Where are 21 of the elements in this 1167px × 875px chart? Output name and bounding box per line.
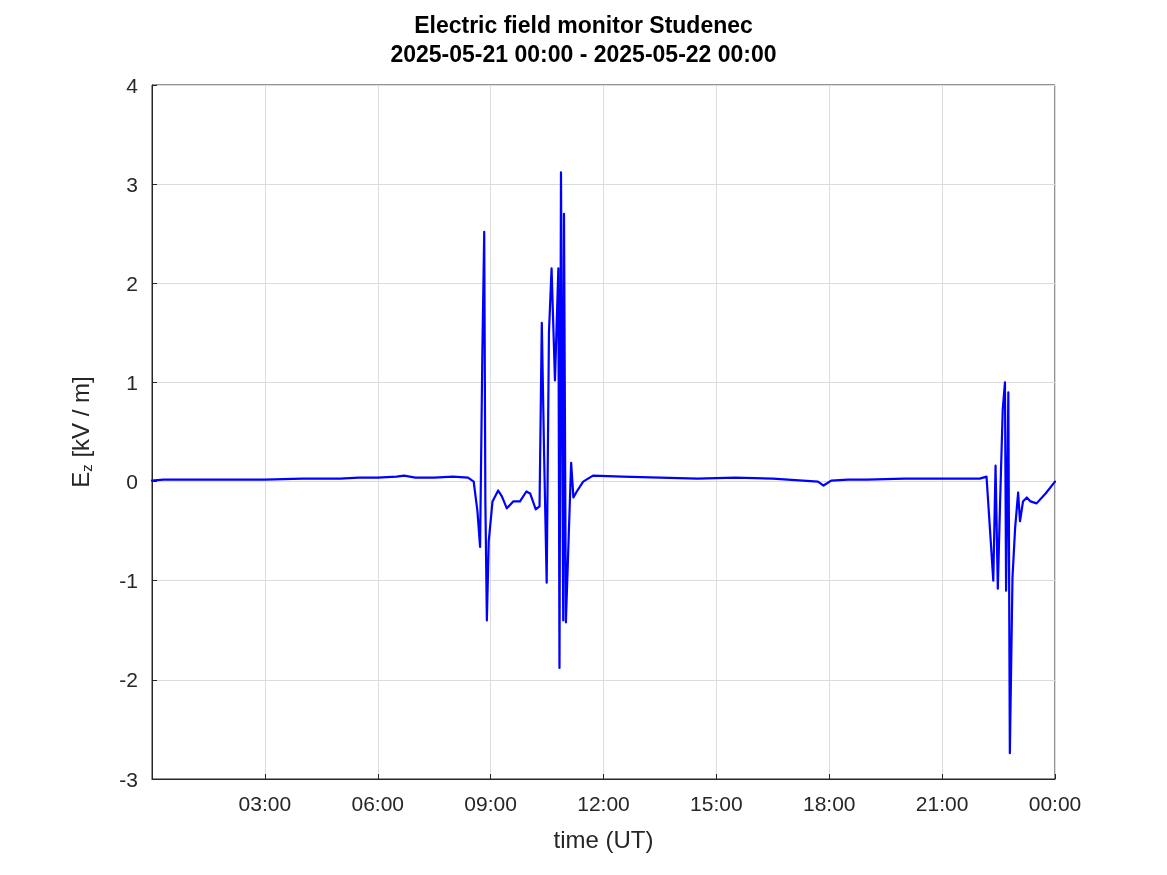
x-tick-label: 18:00 [802,792,856,815]
y-tick-label: 2 [126,271,138,295]
x-tick-label: 00:00 [1028,792,1082,815]
y-tick-label: -3 [119,767,138,791]
x-tick-label: 15:00 [690,792,743,815]
x-tick-label: 09:00 [464,792,517,815]
x-tick-label: 12:00 [577,792,630,815]
line-series [150,171,1057,755]
y-tick-label: -2 [119,668,138,692]
x-tick-label: 03:00 [238,792,292,815]
x-tick-label: 06:00 [351,792,405,815]
y-axis-title: Ez [kV / m] [67,376,95,488]
y-tick-label: 0 [126,470,138,494]
x-axis-title: time (UT) [553,825,654,853]
y-tick-label: -1 [119,569,138,593]
y-tick-label: 4 [126,73,139,97]
y-tick-label: 3 [126,172,138,196]
y-tick-label: 1 [126,370,138,394]
chart-subtitle: 2025-05-21 00:00 - 2025-05-22 00:00 [390,40,777,67]
x-tick-label: 21:00 [915,792,969,815]
chart-title: Electric field monitor Studenec [414,11,754,38]
